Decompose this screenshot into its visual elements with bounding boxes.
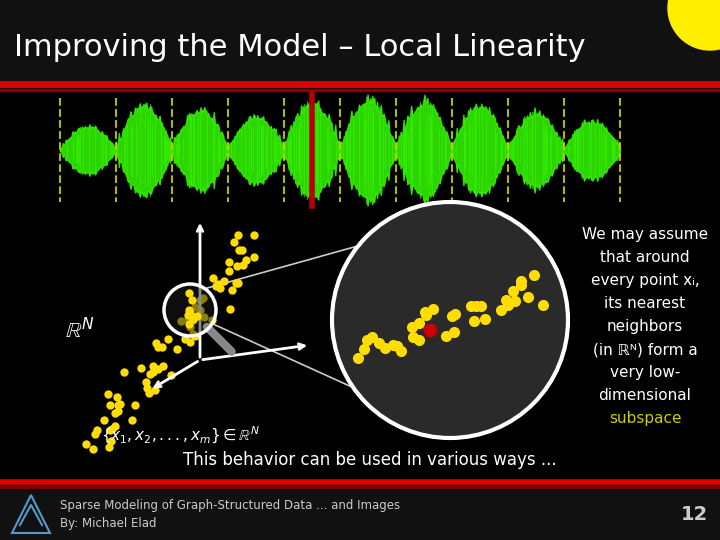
Text: every point xᵢ,: every point xᵢ, bbox=[590, 273, 699, 288]
Text: its nearest: its nearest bbox=[604, 296, 685, 312]
Text: This behavior can be used in various ways ...: This behavior can be used in various way… bbox=[183, 451, 557, 469]
Text: $\mathbb{R}^N$: $\mathbb{R}^N$ bbox=[65, 318, 95, 342]
Text: Improving the Model – Local Linearity: Improving the Model – Local Linearity bbox=[14, 33, 585, 63]
Circle shape bbox=[332, 202, 568, 438]
Text: 12: 12 bbox=[680, 505, 708, 524]
FancyBboxPatch shape bbox=[0, 482, 720, 540]
Text: neighbors: neighbors bbox=[607, 320, 683, 334]
Text: $\{x_1, x_2, ..., x_m\} \in \mathbb{R}^N$: $\{x_1, x_2, ..., x_m\} \in \mathbb{R}^N… bbox=[101, 424, 259, 445]
Circle shape bbox=[668, 0, 720, 50]
Text: very low-: very low- bbox=[610, 366, 680, 381]
Text: Sparse Modeling of Graph-Structured Data ... and Images: Sparse Modeling of Graph-Structured Data… bbox=[60, 500, 400, 512]
Text: dimensional: dimensional bbox=[598, 388, 691, 403]
FancyBboxPatch shape bbox=[0, 0, 720, 85]
Text: By: Michael Elad: By: Michael Elad bbox=[60, 517, 156, 530]
Circle shape bbox=[164, 284, 216, 336]
Text: subspace: subspace bbox=[608, 411, 681, 427]
Text: that around: that around bbox=[600, 251, 690, 266]
Text: We may assume: We may assume bbox=[582, 227, 708, 242]
Text: (in ℝᴺ) form a: (in ℝᴺ) form a bbox=[593, 342, 698, 357]
